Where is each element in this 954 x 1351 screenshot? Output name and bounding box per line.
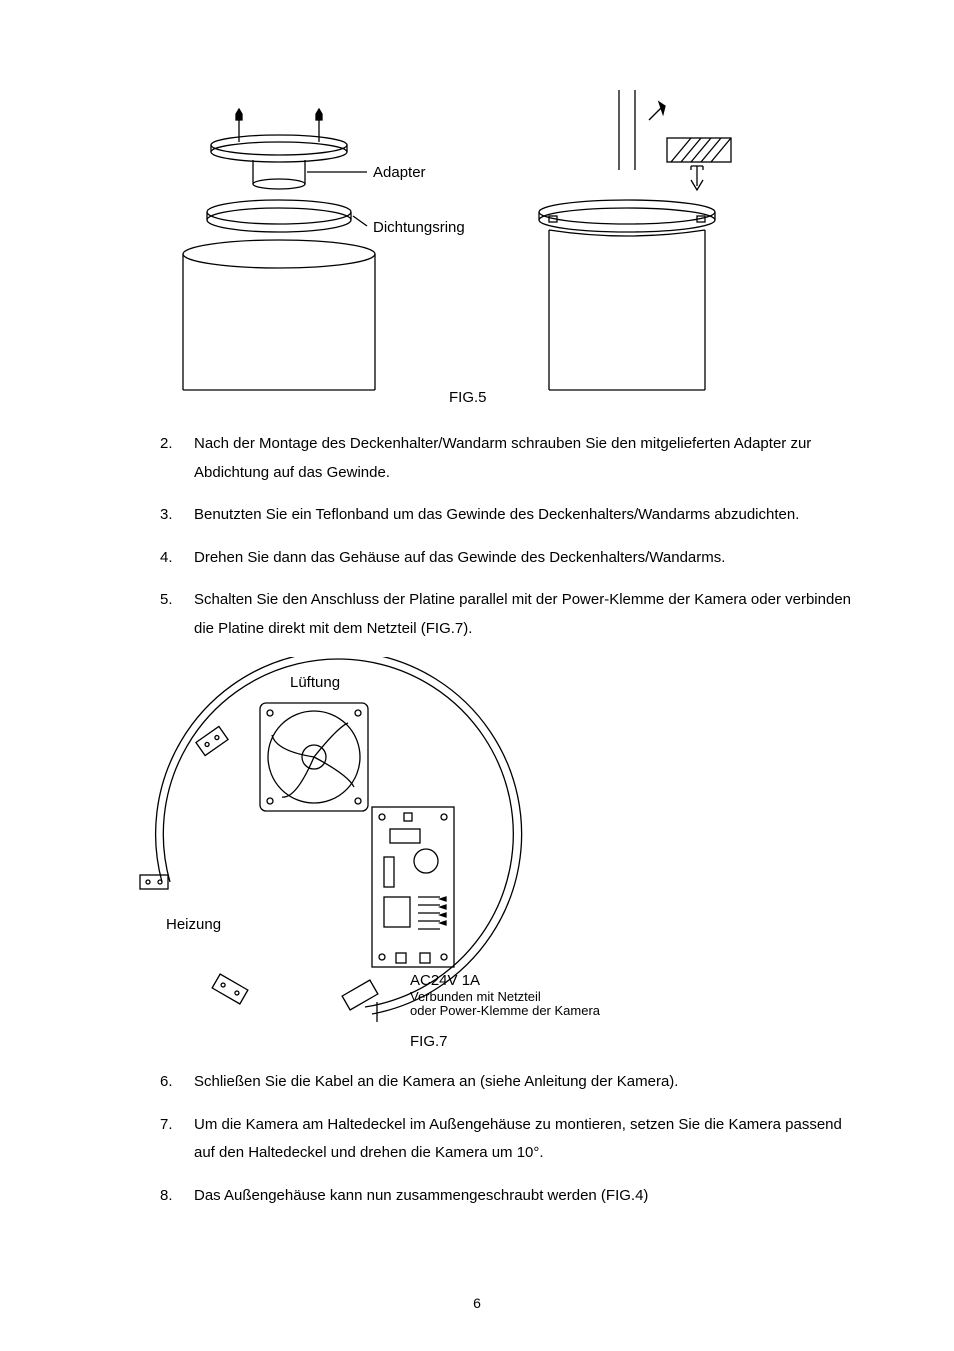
fig7-label-heating: Heizung [166,916,221,933]
list-item-text: Um die Kamera am Haltedeckel im Außengeh… [194,1111,854,1168]
list-item-number: 6. [160,1068,194,1097]
instruction-list-b: 6. Schließen Sie die Kabel an die Kamera… [160,1068,854,1210]
list-item-number: 5. [160,586,194,643]
list-item-number: 2. [160,430,194,487]
fig5-label-ring: Dichtungsring [373,219,465,236]
fig7-label-power1: AC24V 1A [410,972,480,989]
fig7-label-power2: Verbunden mit Netzteil [410,989,541,1004]
fig7-caption: FIG.7 [410,1033,854,1050]
list-item: 8. Das Außengehäuse kann nun zusammenges… [160,1182,854,1211]
list-item-number: 3. [160,501,194,530]
fig7-label-vent: Lüftung [290,674,340,691]
fig5-label-adapter: Adapter [373,164,426,181]
fig7-diagram: Lüftung Heizung AC24V 1A Verbunden mit N… [100,657,720,1027]
fig5-caption: FIG.5 [449,389,487,406]
list-item: 2. Nach der Montage des Deckenhalter/Wan… [160,430,854,487]
page-number: 6 [0,1295,954,1311]
fig7-container: Lüftung Heizung AC24V 1A Verbunden mit N… [100,657,854,1050]
list-item-text: Benutzten Sie ein Teflonband um das Gewi… [194,501,854,530]
list-item-text: Das Außengehäuse kann nun zusammengeschr… [194,1182,854,1211]
list-item-number: 8. [160,1182,194,1211]
list-item: 3. Benutzten Sie ein Teflonband um das G… [160,501,854,530]
list-item-text: Schließen Sie die Kabel an die Kamera an… [194,1068,854,1097]
list-item-number: 4. [160,544,194,573]
list-item-text: Nach der Montage des Deckenhalter/Wandar… [194,430,854,487]
page: Adapter Dichtungsring FIG.5 2. Nach der … [0,0,954,1351]
instruction-list-a: 2. Nach der Montage des Deckenhalter/Wan… [160,430,854,643]
list-item-text: Drehen Sie dann das Gehäuse auf das Gewi… [194,544,854,573]
list-item-number: 7. [160,1111,194,1168]
list-item-text: Schalten Sie den Anschluss der Platine p… [194,586,854,643]
list-item: 4. Drehen Sie dann das Gehäuse auf das G… [160,544,854,573]
list-item: 6. Schließen Sie die Kabel an die Kamera… [160,1068,854,1097]
list-item: 5. Schalten Sie den Anschluss der Platin… [160,586,854,643]
fig5-diagram: Adapter Dichtungsring FIG.5 [167,80,787,410]
list-item: 7. Um die Kamera am Haltedeckel im Außen… [160,1111,854,1168]
fig7-label-power3: oder Power-Klemme der Kamera [410,1003,601,1018]
